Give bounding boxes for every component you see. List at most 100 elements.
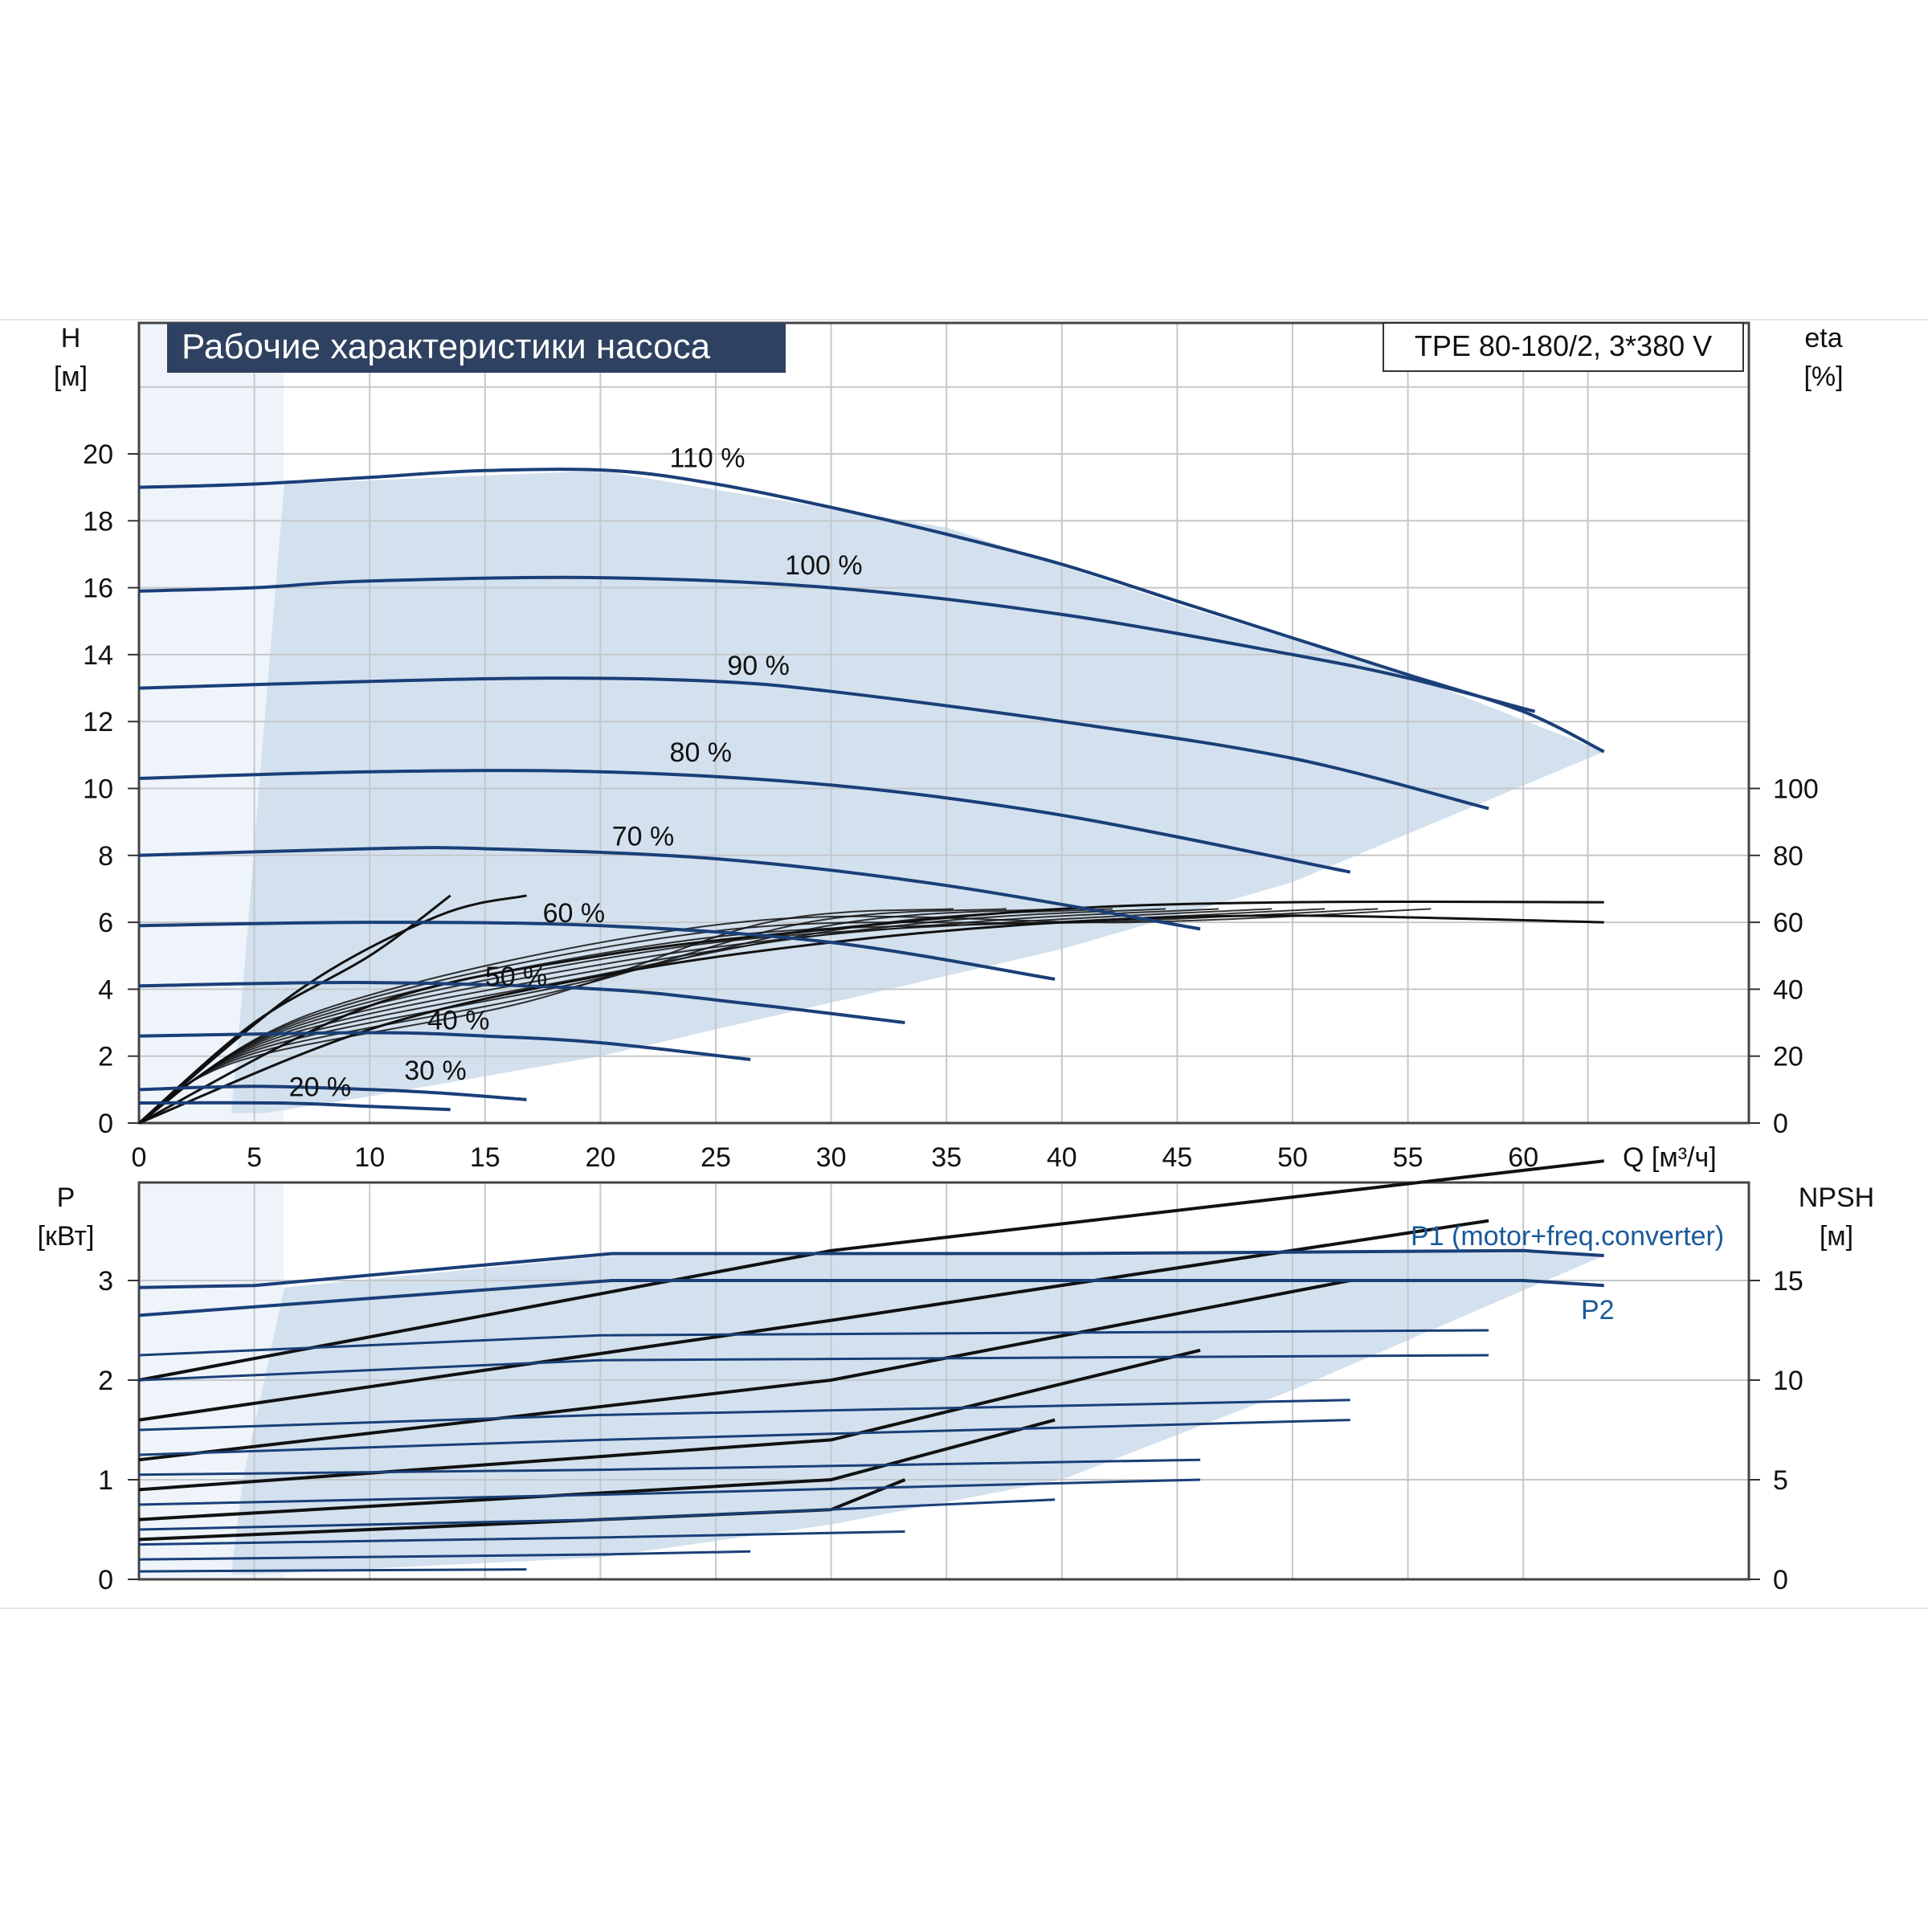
efficiency-curve bbox=[138, 908, 1060, 1124]
x-tick-label: 25 bbox=[701, 1142, 731, 1173]
bottom-grid bbox=[137, 1181, 1750, 1581]
power-curve bbox=[138, 1530, 905, 1546]
p-axis-unit: [кВт] bbox=[38, 1221, 95, 1252]
power-curve bbox=[138, 1399, 1350, 1432]
eta-tick-label: 100 bbox=[1773, 774, 1819, 805]
top-panel: 110 %100 %90 %80 %70 %60 %50 %40 %30 %20… bbox=[54, 321, 1844, 1173]
p-tick-label: 1 bbox=[98, 1465, 113, 1496]
speed-curve-label: 110 % bbox=[670, 443, 745, 474]
speed-curve-label: 20 % bbox=[289, 1072, 352, 1103]
head-curve bbox=[138, 769, 1351, 874]
power-curve bbox=[138, 1550, 751, 1561]
x-tick-label: 30 bbox=[816, 1142, 847, 1173]
p-tick-label: 3 bbox=[98, 1266, 113, 1297]
head-curve bbox=[138, 846, 1201, 931]
y-tick-label: 16 bbox=[83, 574, 113, 604]
x-tick-label: 0 bbox=[132, 1142, 147, 1173]
bottom-y-tick-labels: 0 1 2 3 bbox=[98, 1266, 139, 1595]
npsh-axis-unit: [м] bbox=[1820, 1221, 1853, 1252]
top-operating-area bbox=[139, 323, 1604, 1123]
efficiency-curve bbox=[138, 908, 1166, 1124]
npsh-tick-label: 10 bbox=[1773, 1366, 1803, 1396]
y-tick-label: 10 bbox=[83, 774, 113, 805]
efficiency-curve bbox=[138, 894, 527, 1125]
p-axis-label: P bbox=[57, 1182, 76, 1213]
x-axis-label: Q [м³/ч] bbox=[1623, 1142, 1717, 1173]
x-tick-label: 45 bbox=[1162, 1142, 1192, 1173]
head-curve bbox=[138, 921, 1056, 981]
x-tick-label: 50 bbox=[1277, 1142, 1308, 1173]
y-right-unit: [%] bbox=[1803, 361, 1843, 392]
title-box bbox=[167, 323, 786, 373]
power-curve bbox=[138, 1478, 1201, 1506]
speed-curve-label: 70 % bbox=[612, 821, 675, 852]
eta-tick-label: 20 bbox=[1773, 1042, 1803, 1072]
power-curve bbox=[138, 1279, 1604, 1317]
y-tick-label: 20 bbox=[83, 439, 113, 470]
model-box bbox=[1383, 322, 1744, 372]
eta-tick-label: 80 bbox=[1773, 841, 1803, 872]
y-tick-label: 14 bbox=[83, 640, 113, 671]
head-curve bbox=[138, 676, 1489, 811]
chart-title: Рабочие характеристики насоса bbox=[182, 327, 711, 366]
top-x-tick-labels: 0 5 10 15 20 25 30 35 40 45 50 55 60 bbox=[132, 1142, 1539, 1173]
head-curve bbox=[138, 1101, 451, 1112]
power-curve bbox=[138, 1419, 1350, 1456]
head-curve bbox=[138, 468, 1605, 754]
model-label: TPE 80-180/2, 3*380 V bbox=[1415, 329, 1712, 362]
speed-curve-label: 50 % bbox=[485, 962, 548, 992]
power-curve bbox=[138, 1498, 1056, 1531]
head-curve bbox=[138, 1031, 751, 1061]
speed-curve-label: 30 % bbox=[404, 1056, 467, 1086]
efficiency-curve bbox=[138, 908, 954, 1124]
speed-curve-label: 90 % bbox=[727, 651, 790, 681]
efficiency-curve bbox=[138, 908, 1007, 1124]
bottom-power-curves bbox=[138, 1248, 1604, 1573]
top-curve-labels: 110 % 100 % 90 % 80 % 70 % 60 % 50 % 40 % 30 % 20… bbox=[289, 443, 863, 1103]
bottom-panel: 0 1 2 3 0 5 10 15 P [кВт] NPSH [м] P1 (motor+f… bbox=[38, 1159, 1874, 1595]
p-tick-label: 2 bbox=[98, 1366, 113, 1396]
head-curve bbox=[138, 575, 1536, 713]
efficiency-curve bbox=[138, 908, 1113, 1124]
x-tick-label: 35 bbox=[931, 1142, 962, 1173]
top-y-tick-labels: 0 2 4 6 8 10 12 14 16 18 20 bbox=[83, 439, 139, 1139]
power-curve bbox=[138, 1458, 1201, 1477]
npsh-tick-label: 0 bbox=[1773, 1565, 1788, 1595]
npsh-curve bbox=[138, 1219, 1489, 1422]
efficiency-curve bbox=[138, 908, 1272, 1124]
x-tick-label: 55 bbox=[1393, 1142, 1424, 1173]
y-right-label: eta bbox=[1804, 323, 1842, 353]
y-tick-label: 0 bbox=[98, 1109, 113, 1139]
efficiency-curve bbox=[138, 894, 451, 1125]
power-curve bbox=[138, 1248, 1604, 1289]
top-plot-frame bbox=[137, 321, 1750, 1125]
y-tick-label: 2 bbox=[98, 1042, 113, 1072]
x-tick-label: 15 bbox=[470, 1142, 500, 1173]
eta-tick-label: 40 bbox=[1773, 974, 1803, 1005]
npsh-curve bbox=[138, 1279, 1351, 1462]
npsh-tick-label: 15 bbox=[1773, 1266, 1803, 1297]
y-left-unit: [м] bbox=[54, 361, 88, 392]
npsh-tick-label: 5 bbox=[1773, 1465, 1788, 1496]
bottom-right-tick-labels: 0 5 10 15 bbox=[1749, 1266, 1803, 1595]
p2-series-label: P2 bbox=[1581, 1295, 1615, 1325]
x-tick-label: 40 bbox=[1047, 1142, 1077, 1173]
top-right-tick-labels: 0 20 40 60 80 100 bbox=[1749, 774, 1819, 1139]
eta-tick-label: 0 bbox=[1773, 1109, 1788, 1139]
speed-curve-label: 80 % bbox=[670, 737, 733, 768]
head-curve bbox=[138, 1084, 527, 1101]
power-curve bbox=[138, 1568, 527, 1573]
eta-tick-label: 60 bbox=[1773, 908, 1803, 938]
y-left-label: H bbox=[61, 323, 81, 353]
x-tick-label: 20 bbox=[585, 1142, 615, 1173]
head-curve bbox=[138, 981, 905, 1024]
npsh-curve bbox=[138, 1159, 1604, 1382]
top-head-curves bbox=[138, 468, 1605, 1112]
p1-series-label: P1 (motor+freq.converter) bbox=[1411, 1221, 1724, 1252]
power-curve bbox=[138, 1354, 1489, 1382]
npsh-axis-label: NPSH bbox=[1799, 1182, 1874, 1213]
y-tick-label: 8 bbox=[98, 841, 113, 872]
y-tick-label: 18 bbox=[83, 506, 113, 537]
